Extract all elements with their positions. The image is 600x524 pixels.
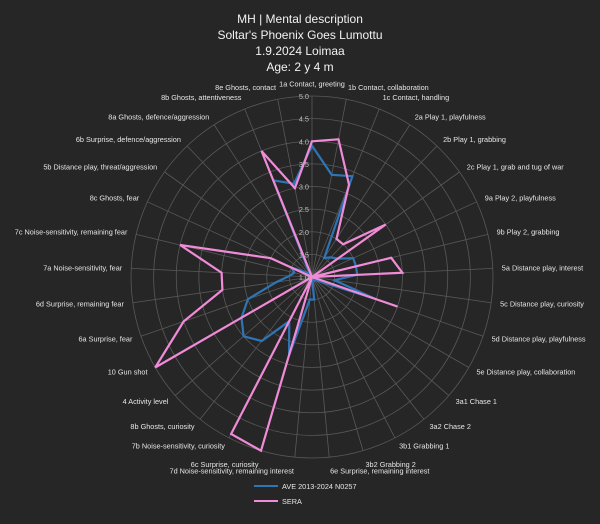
category-label: 7d Noise-sensitivity, remaining interest (170, 467, 294, 476)
category-label: 1b Contact, collaboration (348, 83, 429, 92)
category-label: 5c Distance play, curiosity (500, 300, 584, 309)
title-line-3: 1.9.2024 Loimaa (255, 44, 345, 58)
category-label: 8a Ghosts, defence/aggression (108, 113, 209, 122)
series-line-ave (240, 143, 377, 356)
radial-tick-label: 3.0 (299, 183, 309, 192)
legend-label-ave: AVE 2013-2024 N0257 (282, 482, 357, 491)
radial-tick-label: 2.5 (299, 205, 309, 214)
radial-tick-label: 2.0 (299, 228, 309, 237)
category-label: 3a1 Chase 1 (456, 397, 497, 406)
category-label: 6a Surprise, fear (78, 335, 133, 344)
title-line-4: Age: 2 y 4 m (266, 60, 333, 74)
radar-spoke (136, 233, 313, 278)
radar-spoke (186, 145, 313, 278)
radar-series (154, 138, 405, 453)
radial-tick-label: 4.5 (299, 115, 309, 124)
radial-tick-label: 3.5 (299, 160, 309, 169)
radar-spoke (311, 276, 364, 451)
radar-spoke (311, 276, 450, 396)
legend-label-sera: SERA (282, 497, 302, 506)
category-label: 7a Noise-sensitivity, fear (43, 264, 123, 273)
category-label: 3a2 Chase 2 (430, 422, 471, 431)
category-labels: 1a Contact, greeting 1b Contact, collabor… (15, 80, 586, 476)
category-label: 1c Contact, handling (383, 93, 450, 102)
radar-spoke (311, 145, 438, 278)
radial-tick-label: 1.5 (299, 250, 309, 259)
radar-spoke (311, 201, 477, 278)
category-label: 2a Play 1, playfulness (415, 113, 486, 122)
category-label: 7b Noise-sensitivity, curiosity (132, 441, 225, 450)
radar-spoke (311, 276, 492, 304)
radial-tick-labels: 1.0 1.5 2.0 2.5 3.0 3.5 4.0 4.5 5.0 (299, 92, 309, 282)
radial-tick-label: 5.0 (299, 92, 309, 101)
chart-title: MH | Mental description Soltar's Phoenix… (217, 12, 382, 74)
title-line-1: MH | Mental description (237, 12, 363, 26)
category-label: 5e Distance play, collaboration (477, 368, 576, 377)
category-label: 1a Contact, greeting (279, 80, 345, 89)
category-label: 8c Ghosts, fear (90, 194, 140, 203)
radar-spoke (311, 276, 330, 458)
radar-spoke (311, 124, 411, 278)
series-line-sera (154, 138, 405, 453)
category-label: 6e Surprise, remaining interest (330, 467, 429, 476)
radar-spoke (311, 276, 396, 439)
radar-spoke (213, 124, 313, 278)
category-label: 5d Distance play, playfulness (492, 335, 586, 344)
radar-spoke (311, 99, 347, 278)
radar-spoke (140, 276, 313, 337)
category-label: 8b Ghosts, curiosity (130, 422, 194, 431)
legend: AVE 2013-2024 N0257 SERA (254, 482, 357, 506)
category-label: 10 Gun shot (108, 368, 148, 377)
category-label: 5b Distance play, threat/aggression (43, 162, 157, 171)
category-label: 2b Play 1, grabbing (443, 135, 506, 144)
category-label: 3b1 Grabbing 1 (399, 441, 449, 450)
category-label: 8b Ghosts, attentiveness (161, 93, 242, 102)
radar-spoke (199, 276, 313, 420)
category-label: 4 Activity level (123, 397, 169, 406)
category-label: 8e Ghosts, contact (215, 83, 276, 92)
category-label: 6d Surprise, remaining fear (36, 300, 125, 309)
title-line-2: Soltar's Phoenix Goes Lumottu (217, 28, 382, 42)
radial-tick-label: 1.0 (299, 273, 309, 282)
category-label: 9b Play 2, grabbing (497, 228, 560, 237)
category-label: 2c Play 1, grab and tug of war (467, 162, 565, 171)
category-label: 7c Noise-sensitivity, remaining fear (15, 228, 128, 237)
category-label: 9a Play 2, playfulness (485, 194, 556, 203)
radar-spoke (164, 171, 313, 278)
radar-spoke (311, 276, 469, 368)
radar-spoke (294, 276, 313, 458)
category-label: 6b Surprise, defence/aggression (76, 135, 181, 144)
category-label: 3b2 Grabbing 2 (366, 460, 416, 469)
category-label: 6c Surprise, curiosity (191, 460, 259, 469)
radial-tick-label: 4.0 (299, 137, 309, 146)
category-label: 5a Distance play, interest (502, 264, 583, 273)
radar-spoke (311, 276, 425, 420)
